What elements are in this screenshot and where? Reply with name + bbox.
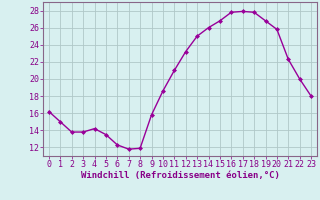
X-axis label: Windchill (Refroidissement éolien,°C): Windchill (Refroidissement éolien,°C) (81, 171, 279, 180)
